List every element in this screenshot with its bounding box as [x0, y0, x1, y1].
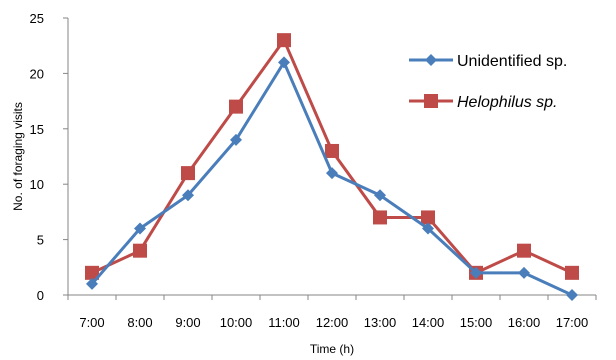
data-point	[278, 56, 290, 69]
data-point	[133, 243, 147, 258]
y-axis-ticks: 0 5 10 15 20 25	[30, 11, 68, 303]
data-point	[565, 265, 579, 280]
y-tick-label: 10	[30, 177, 44, 192]
data-point	[229, 99, 243, 114]
legend-item: Unidentified sp.	[409, 53, 567, 70]
data-point	[134, 222, 146, 235]
x-tick-label: 9:00	[175, 315, 200, 330]
data-point	[326, 167, 338, 180]
x-tick-label: 14:00	[412, 315, 445, 330]
data-point	[518, 266, 530, 279]
legend: Unidentified sp. Helophilus sp.	[409, 53, 567, 111]
x-tick-label: 12:00	[316, 315, 349, 330]
y-tick-label: 5	[37, 233, 44, 248]
data-point	[230, 133, 242, 146]
x-tick-label: 11:00	[268, 315, 300, 330]
series-layer	[85, 33, 579, 301]
x-tick-label: 13:00	[364, 315, 397, 330]
data-point	[181, 166, 195, 181]
data-point	[517, 243, 531, 258]
legend-item: Helophilus sp.	[409, 94, 558, 111]
legend-label: Helophilus sp.	[457, 94, 558, 111]
legend-label: Unidentified sp.	[457, 53, 567, 70]
x-tick-label: 17:00	[556, 315, 589, 330]
y-axis-title: No. of foraging visits	[11, 102, 25, 211]
x-tick-label: 7:00	[79, 315, 104, 330]
data-point	[85, 265, 99, 280]
data-point	[325, 143, 339, 158]
data-point	[374, 189, 386, 202]
data-point	[86, 277, 98, 290]
y-tick-label: 20	[30, 66, 44, 81]
y-tick-label: 25	[30, 11, 44, 26]
data-point	[373, 210, 387, 225]
y-tick-label: 15	[30, 122, 44, 137]
x-tick-label: 8:00	[127, 315, 152, 330]
series-1	[86, 56, 578, 301]
data-point	[277, 33, 291, 48]
x-tick-label: 16:00	[508, 315, 541, 330]
x-axis-title: Time (h)	[310, 342, 354, 356]
legend-marker	[424, 94, 438, 108]
data-point	[421, 210, 435, 225]
y-tick-label: 0	[37, 288, 44, 303]
data-point	[566, 289, 578, 301]
axes	[67, 18, 596, 296]
series-2	[85, 33, 579, 280]
legend-marker	[425, 54, 437, 66]
x-axis-ticks: 7:00 8:00 9:00 10:00 11:00 12:00 13:00 14:00 15:…	[67, 295, 597, 330]
data-point	[182, 189, 194, 202]
x-tick-label: 15:00	[460, 315, 493, 330]
data-point	[470, 266, 482, 279]
x-tick-label: 10:00	[220, 315, 253, 330]
data-point	[422, 222, 434, 235]
